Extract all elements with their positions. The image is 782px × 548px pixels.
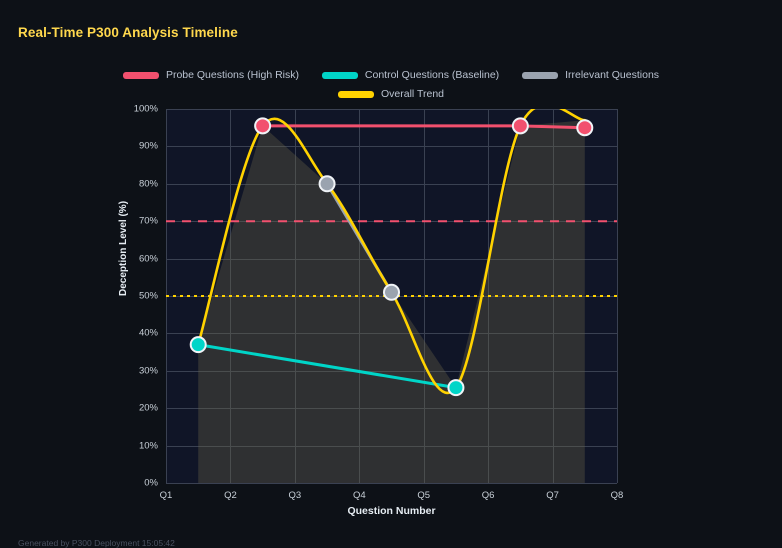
legend-row-2: Overall Trend: [0, 85, 782, 104]
page-title: Real-Time P300 Analysis Timeline: [18, 25, 238, 40]
x-tick-label: Q1: [159, 490, 173, 501]
shaded-region: [198, 120, 585, 483]
legend-label-probe: Probe Questions (High Risk): [165, 69, 299, 81]
y-tick-label: 10%: [138, 440, 158, 452]
x-tick-label: Q3: [288, 490, 302, 501]
y-tick-label: 0%: [144, 477, 158, 489]
y-tick-label: 50%: [138, 290, 158, 302]
series-line-0: [261, 124, 587, 130]
data-point-1-0[interactable]: [189, 336, 207, 354]
y-tick-label: 60%: [138, 253, 158, 265]
gridline-y: [166, 183, 617, 185]
series-canvas: [166, 109, 617, 483]
x-tick-label: Q6: [481, 490, 495, 501]
legend-item-probe[interactable]: Probe Questions (High Risk): [122, 66, 299, 85]
legend-item-control[interactable]: Control Questions (Baseline): [321, 66, 500, 85]
series-line-1: [196, 343, 458, 390]
gridline-y: [166, 445, 617, 447]
legend-label-control: Control Questions (Baseline): [364, 69, 500, 81]
y-tick-label: 30%: [138, 365, 158, 377]
data-point-0-2[interactable]: [576, 119, 594, 137]
x-tick-label: Q8: [610, 490, 624, 501]
gridline-y: [166, 109, 617, 110]
data-point-2-0[interactable]: [318, 175, 336, 193]
legend-swatch-control: [321, 72, 358, 79]
gridline-y: [166, 333, 617, 335]
x-tick-label: Q4: [352, 490, 366, 501]
legend-swatch-probe: [122, 72, 159, 79]
gridline-y: [166, 146, 617, 148]
gridline-x: [617, 109, 618, 483]
legend-row-1: Probe Questions (High Risk) Control Ques…: [0, 66, 782, 85]
y-tick-label: 90%: [138, 140, 158, 152]
chart-legend: Probe Questions (High Risk) Control Ques…: [0, 66, 782, 105]
y-axis-title: Deception Level (%): [118, 200, 129, 296]
gridline-y: [166, 370, 617, 372]
data-point-2-1[interactable]: [383, 283, 400, 301]
gridline-x: [359, 109, 361, 483]
data-point-1-1[interactable]: [447, 379, 465, 397]
y-tick-label: 20%: [138, 402, 158, 414]
plot-area: 0% 10% 20% 30% 40% 50% 60% 70% 80% 90% 100% Q1 Q2 Q3 Q…: [134, 104, 624, 502]
y-tick-label: 100%: [133, 103, 158, 115]
y-tick-label: 70%: [138, 215, 158, 227]
x-tick-label: Q5: [417, 490, 431, 501]
legend-item-irrelevant[interactable]: Irrelevant Questions: [522, 66, 659, 85]
legend-label-trend: Overall Trend: [380, 88, 445, 101]
data-point-0-0[interactable]: [254, 117, 272, 135]
y-tick-label: 40%: [138, 327, 158, 339]
x-tick-label: Q7: [546, 490, 559, 501]
legend-item-trend[interactable]: Overall Trend: [337, 85, 445, 104]
gridline-x: [294, 109, 296, 483]
legend-swatch-irrelevant: [522, 72, 559, 79]
legend-swatch-trend: [337, 91, 374, 99]
y-tick-label: 80%: [138, 178, 158, 190]
gridline-y: [166, 258, 617, 260]
data-point-0-1[interactable]: [511, 117, 529, 135]
gridline-y: [166, 483, 617, 484]
x-tick-label: Q2: [224, 490, 237, 501]
gridline-y: [166, 408, 617, 410]
x-axis-title: Question Number: [347, 505, 436, 517]
footer-note: Generated by P300 Deployment 15:05:42: [18, 538, 175, 548]
legend-label-irrelevant: Irrelevant Questions: [565, 69, 660, 81]
gridline-x: [423, 109, 425, 483]
